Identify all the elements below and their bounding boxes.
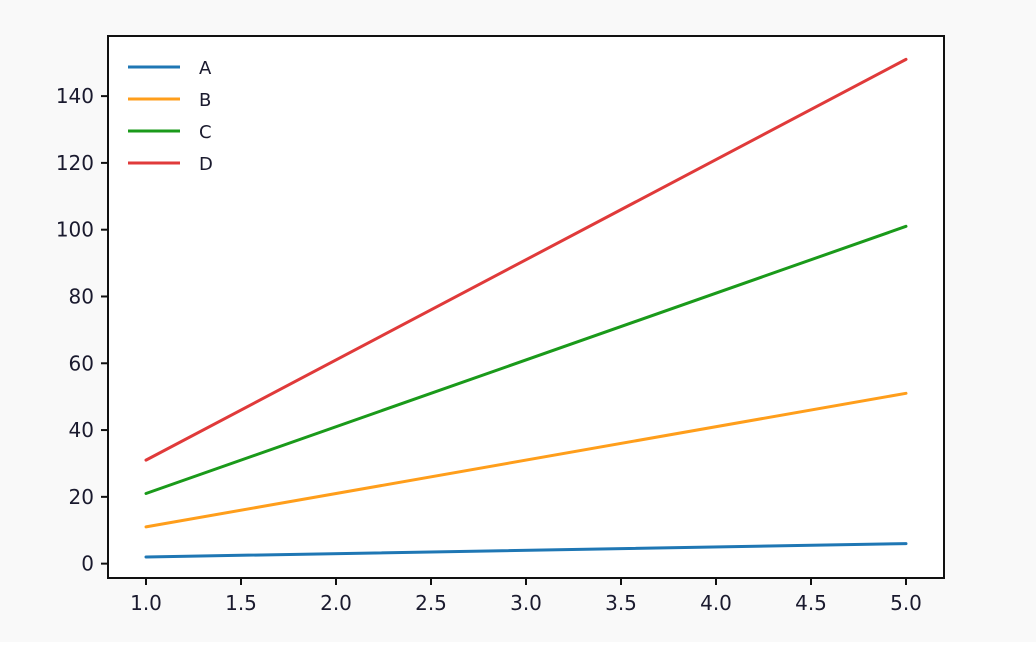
x-tick-label: 4.5 (795, 591, 827, 615)
legend-label: C (199, 122, 212, 143)
x-tick-label: 3.0 (510, 591, 542, 615)
y-tick-label: 20 (69, 485, 94, 509)
legend-entry-d: D (128, 154, 213, 175)
x-tick-label: 1.5 (225, 591, 257, 615)
x-tick-label: 5.0 (890, 591, 922, 615)
legend-label: D (199, 154, 213, 175)
y-tick-label: 120 (56, 151, 94, 175)
x-tick-label: 1.0 (130, 591, 162, 615)
x-axis: 1.0 1.5 2.0 2.5 3.0 3.5 4.0 4.5 5.0 (130, 578, 922, 615)
series-line-c (144, 224, 908, 496)
y-tick-label: 0 (81, 552, 94, 576)
legend-entry-b: B (128, 90, 211, 111)
series-line-b (144, 391, 908, 529)
y-tick-label: 80 (69, 284, 94, 308)
legend-label: A (199, 58, 212, 79)
series-layer (144, 57, 908, 559)
legend-label: B (199, 90, 211, 111)
series-line-a (144, 542, 908, 559)
series-line-d (144, 57, 908, 462)
legend-entry-a: A (128, 58, 212, 79)
x-tick-label: 3.5 (605, 591, 637, 615)
legend-entry-c: C (128, 122, 212, 143)
x-tick-label: 2.5 (415, 591, 447, 615)
plot-area-background (108, 36, 944, 578)
y-tick-label: 60 (69, 351, 94, 375)
y-tick-label: 140 (56, 84, 94, 108)
x-tick-label: 4.0 (700, 591, 732, 615)
y-tick-label: 100 (56, 218, 94, 242)
y-axis: 0 20 40 60 80 100 120 140 (56, 84, 108, 576)
x-tick-label: 2.0 (320, 591, 352, 615)
y-tick-label: 40 (69, 418, 94, 442)
